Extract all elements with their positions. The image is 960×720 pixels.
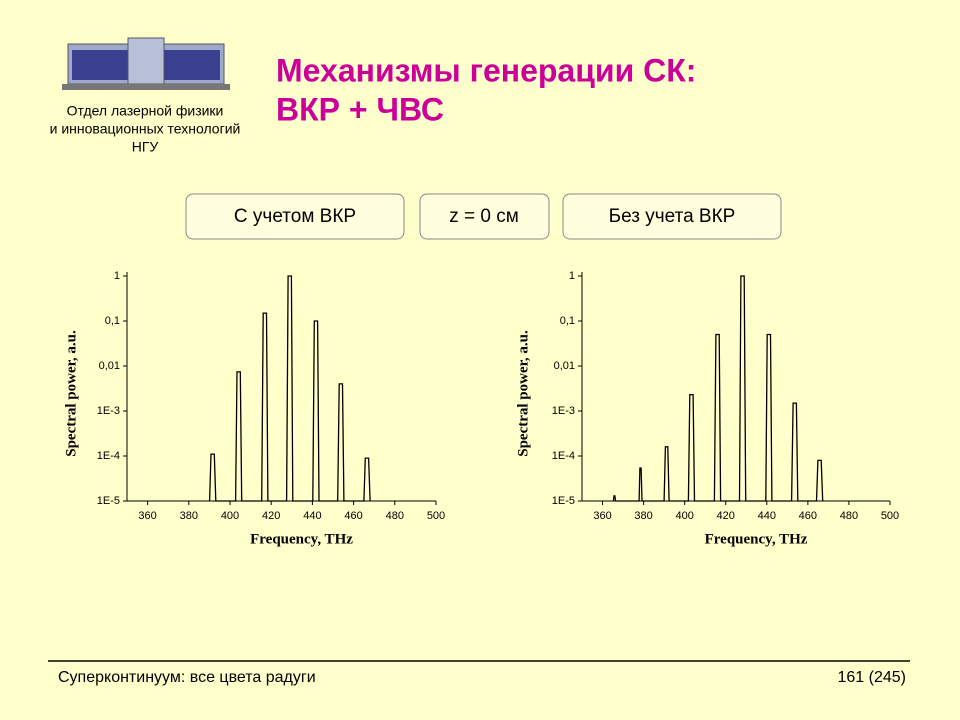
- y-tick-label: 1E-4: [97, 450, 120, 462]
- button[interactable]: [185, 193, 405, 240]
- x-tick-label: 460: [799, 510, 817, 522]
- title: Механизмы генерации СК:: [276, 52, 696, 88]
- x-axis-label: Frequency, THz: [250, 531, 353, 547]
- button[interactable]: [419, 193, 550, 240]
- y-tick-label: 1: [569, 270, 575, 282]
- title: ВКР + ЧВС: [276, 91, 444, 127]
- base: [62, 84, 230, 90]
- department: и инновационных технологий: [50, 121, 241, 137]
- x-tick-label: 360: [593, 510, 611, 522]
- footer-left: Суперконтинуум: все цвета радуги: [58, 669, 316, 686]
- y-axis-label: Spectral power, a.u.: [515, 330, 531, 457]
- x-tick-label: 500: [881, 510, 899, 522]
- spectrum-line: [612, 275, 824, 502]
- spectrum-line: [208, 275, 371, 502]
- x-axis-label: Frequency, THz: [705, 531, 808, 547]
- department: Отдел лазерной физики: [67, 103, 224, 119]
- y-tick-label: 0,1: [560, 315, 575, 327]
- y-tick-label: 1E-3: [552, 405, 575, 417]
- x-tick-label: 500: [427, 510, 445, 522]
- x-tick-label: 420: [262, 510, 280, 522]
- x-tick-label: 440: [758, 510, 776, 522]
- button-label[interactable]: С учетом ВКР: [234, 206, 356, 227]
- department: НГУ: [132, 139, 159, 155]
- y-tick-label: 0,1: [105, 315, 120, 327]
- x-tick-label: 400: [221, 510, 239, 522]
- x-tick-label: 380: [180, 510, 198, 522]
- y-tick-label: 0,01: [99, 360, 120, 372]
- tower: [127, 37, 165, 85]
- x-tick-label: 480: [386, 510, 404, 522]
- logo: [62, 37, 230, 90]
- x-tick-label: 460: [344, 510, 362, 522]
- x-tick-label: 360: [138, 510, 156, 522]
- y-tick-label: 1E-4: [552, 450, 575, 462]
- y-tick-label: 1E-5: [552, 495, 575, 507]
- y-tick-label: 1: [114, 270, 120, 282]
- y-tick-label: 1E-3: [97, 405, 120, 417]
- y-axis-label: Spectral power, a.u.: [63, 330, 79, 457]
- x-tick-label: 440: [303, 510, 321, 522]
- x-tick-label: 400: [675, 510, 693, 522]
- footer-right: 161 (245): [838, 669, 907, 686]
- x-tick-label: 480: [840, 510, 858, 522]
- x-tick-label: 420: [717, 510, 735, 522]
- button-label[interactable]: Без учета ВКР: [609, 206, 736, 227]
- button[interactable]: [562, 193, 782, 240]
- button-label[interactable]: z = 0 см: [449, 206, 519, 227]
- y-tick-label: 0,01: [554, 360, 575, 372]
- y-tick-label: 1E-5: [97, 495, 120, 507]
- x-tick-label: 380: [634, 510, 652, 522]
